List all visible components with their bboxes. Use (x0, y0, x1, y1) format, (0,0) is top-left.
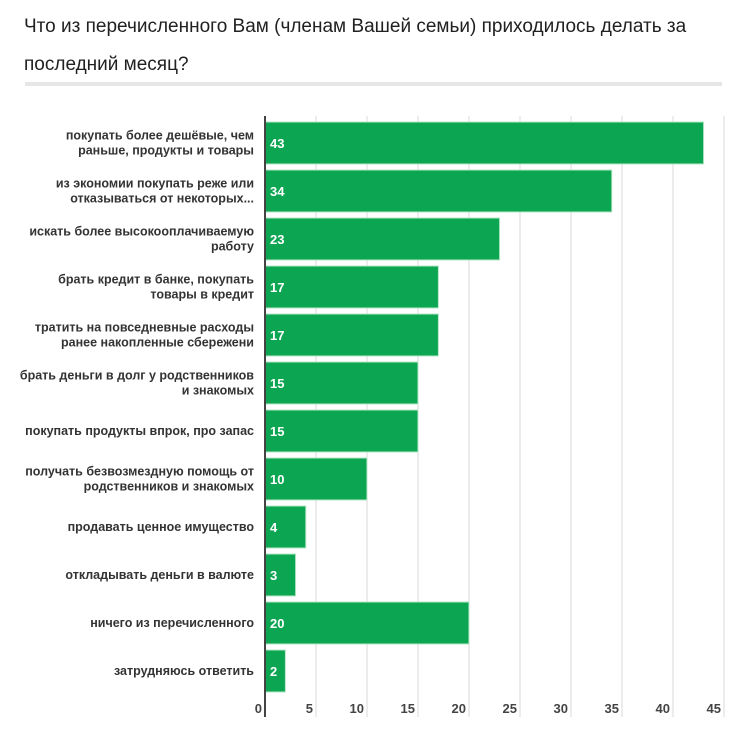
category-label: искать более высокооплачиваемую (29, 225, 254, 239)
bar-value-label: 4 (270, 520, 278, 535)
bar (264, 313, 439, 357)
bar-value-label: 34 (270, 184, 285, 199)
category-label: покупать более дешёвые, чем (66, 129, 254, 143)
category-label: из экономии покупать реже или (56, 177, 254, 191)
bar-value-label: 15 (270, 376, 284, 391)
x-tick-label: 20 (452, 701, 466, 716)
category-label: отказываться от некоторых... (70, 192, 254, 206)
bar (264, 601, 470, 645)
bar-value-label: 10 (270, 472, 284, 487)
x-tick-label: 35 (605, 701, 619, 716)
bar-value-label: 17 (270, 280, 284, 295)
category-label: получать безвозмездную помощь от (25, 465, 254, 479)
bar-value-label: 3 (270, 568, 277, 583)
bar-value-label: 20 (270, 616, 284, 631)
bar-value-label: 43 (270, 136, 284, 151)
x-tick-label: 10 (350, 701, 364, 716)
bar (264, 265, 439, 309)
x-tick-label: 0 (255, 701, 262, 716)
bar-value-label: 2 (270, 664, 277, 679)
bar (264, 121, 705, 165)
category-label: работу (211, 240, 254, 254)
x-tick-label: 25 (503, 701, 517, 716)
bar-value-label: 17 (270, 328, 284, 343)
category-label: тратить на повседневные расходы (35, 321, 254, 335)
category-label: брать кредит в банке, покупать (58, 273, 254, 287)
bar-value-label: 15 (270, 424, 284, 439)
x-tick-label: 15 (401, 701, 415, 716)
category-label: ранее накопленные сбережени (61, 336, 254, 350)
title-divider (25, 82, 722, 86)
category-label: покупать продукты впрок, про запас (25, 424, 254, 438)
category-label: продавать ценное имущество (68, 520, 255, 534)
category-label: и знакомых (182, 384, 254, 398)
x-tick-label: 5 (306, 701, 313, 716)
category-label: товары в кредит (150, 288, 254, 302)
category-label: родственников и знакомых (84, 480, 254, 494)
x-tick-label: 40 (656, 701, 670, 716)
bar (264, 169, 613, 213)
bar (264, 217, 501, 261)
x-tick-label: 30 (554, 701, 568, 716)
category-label: брать деньги в долг у родственников (20, 369, 254, 383)
bar (264, 361, 419, 405)
category-label: раньше, продукты и товары (78, 144, 254, 158)
category-label: ничего из перечисленного (90, 616, 254, 630)
category-label: откладывать деньги в валюте (65, 568, 254, 582)
bar (264, 457, 368, 501)
x-tick-label: 45 (707, 701, 721, 716)
category-label: затрудняюсь ответить (114, 664, 254, 678)
bar-value-label: 23 (270, 232, 284, 247)
chart-title: Что из перечисленного Вам (членам Вашей … (24, 16, 687, 75)
bar (264, 409, 419, 453)
